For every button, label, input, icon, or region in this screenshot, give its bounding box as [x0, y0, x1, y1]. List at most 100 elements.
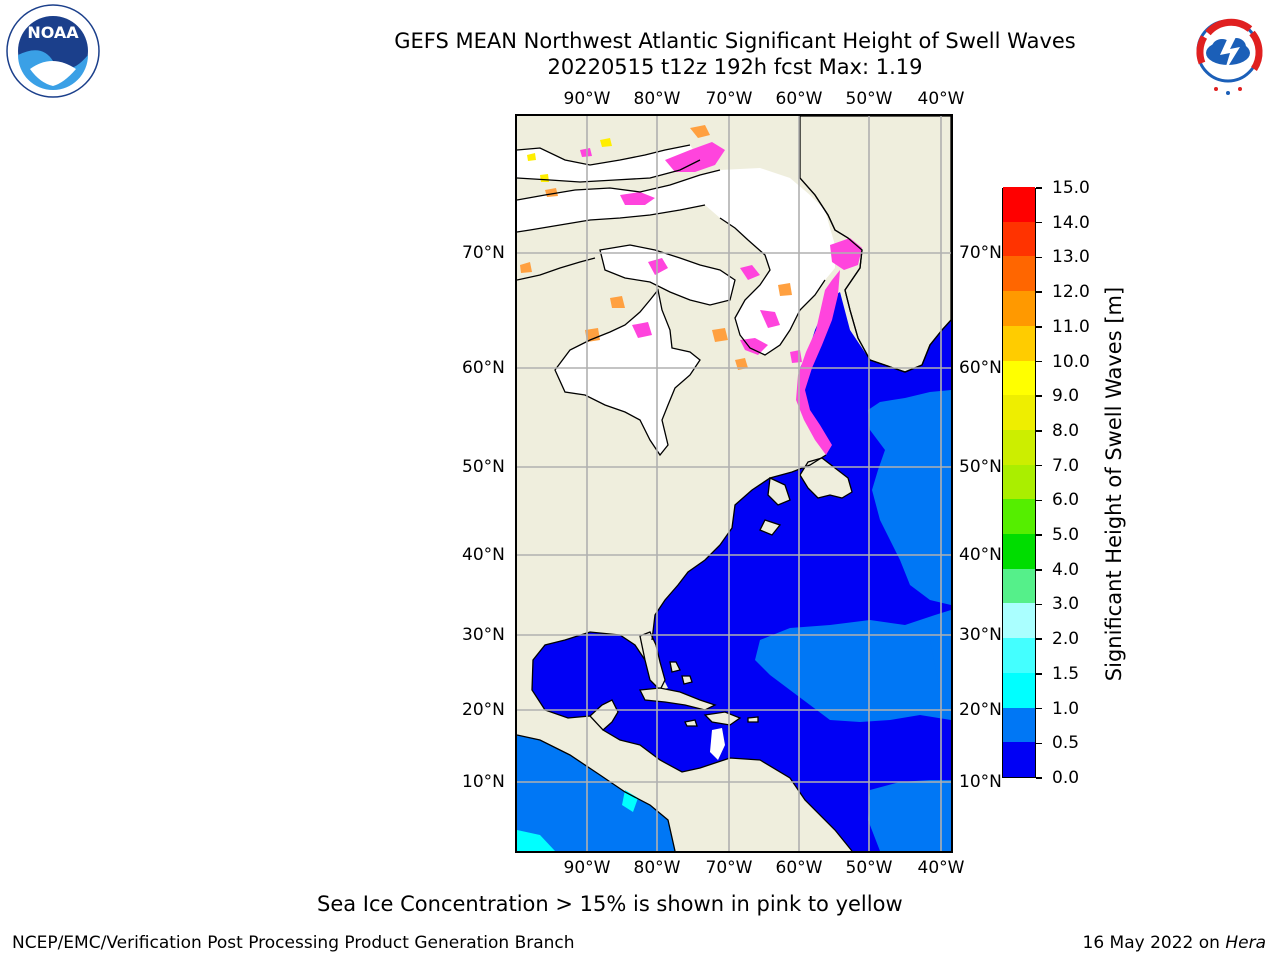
colorbar-segment [1003, 325, 1035, 361]
national-weather-service-logo [1182, 5, 1274, 97]
lon-label-top: 80°W [633, 89, 681, 109]
map-panel [515, 114, 953, 853]
colorbar-tick-label: 8.0 [1052, 420, 1080, 441]
colorbar-tick-mark [1036, 638, 1042, 640]
colorbar-tick-mark [1036, 395, 1042, 397]
credit-line: NCEP/EMC/Verification Post Processing Pr… [12, 933, 575, 953]
lat-label-right: 10°N [959, 772, 1002, 792]
colorbar-tick-mark [1036, 707, 1042, 710]
lon-label-top: 50°W [845, 89, 893, 109]
colorbar-tick-mark [1036, 534, 1042, 536]
colorbar-tick-label: 13.0 [1052, 247, 1090, 268]
colorbar-tick-label: 3.0 [1052, 594, 1080, 615]
colorbar-segment [1003, 742, 1035, 777]
colorbar-segment [1003, 534, 1035, 569]
lat-label-left: 30°N [462, 625, 505, 645]
colorbar-segment [1003, 707, 1035, 743]
chart-subtitle: 20220515 t12z 192h fcst Max: 1.19 [547, 55, 923, 79]
colorbar [1002, 187, 1036, 778]
colorbar-segment [1003, 499, 1035, 535]
pacific-ocean [517, 735, 675, 851]
colorbar-tick-label: 6.0 [1052, 490, 1080, 511]
lon-label-bottom: 40°W [917, 858, 965, 878]
lon-label-bottom: 80°W [633, 858, 681, 878]
lat-label-right: 60°N [959, 358, 1002, 378]
colorbar-tick-label: 0.5 [1052, 733, 1080, 754]
colorbar-tick-mark [1036, 221, 1042, 224]
colorbar-tick-mark [1036, 569, 1042, 571]
colorbar-segment [1003, 256, 1035, 292]
swell-patch-south [868, 780, 951, 851]
graticule [517, 116, 951, 851]
lat-label-left: 50°N [462, 457, 505, 477]
noaa-logo: NOAA [6, 4, 100, 98]
lon-label-bottom: 70°W [705, 858, 753, 878]
swell-patch-central [755, 610, 951, 722]
hudson-bay [555, 290, 700, 455]
lon-label-top: 70°W [705, 89, 753, 109]
lon-label-top: 60°W [775, 89, 823, 109]
lat-label-left: 70°N [462, 243, 505, 263]
chart-title: GEFS MEAN Northwest Atlantic Significant… [394, 29, 1076, 53]
colorbar-tick-label: 11.0 [1052, 316, 1090, 337]
colorbar-tick-mark [1036, 464, 1042, 467]
colorbar-tick-mark [1036, 256, 1042, 259]
colorbar-tick-label: 2.0 [1052, 629, 1080, 650]
colorbar-label: Significant Height of Swell Waves [m] [1102, 286, 1126, 682]
colorbar-segment [1003, 221, 1035, 257]
noaa-logo-text: NOAA [27, 23, 79, 42]
lon-label-bottom: 60°W [775, 858, 823, 878]
lat-label-left: 10°N [462, 772, 505, 792]
swell-patch-east [868, 390, 951, 605]
colorbar-tick-mark [1036, 291, 1042, 293]
map-canvas [517, 116, 951, 851]
colorbar-tick-label: 10.0 [1052, 351, 1090, 372]
colorbar-tick-mark [1036, 360, 1042, 363]
colorbar-segment [1003, 638, 1035, 673]
lon-label-bottom: 50°W [845, 858, 893, 878]
sea-ice-labrador [796, 270, 840, 455]
colorbar-tick-mark [1036, 187, 1042, 189]
run-date: 16 May 2022 on Hera [1083, 933, 1267, 953]
colorbar-tick-label: 9.0 [1052, 386, 1080, 407]
lat-label-right: 30°N [959, 625, 1002, 645]
sea-ice-note: Sea Ice Concentration > 15% is shown in … [317, 892, 903, 916]
colorbar-segment [1003, 603, 1035, 639]
colorbar-tick-mark [1036, 777, 1042, 779]
lat-label-right: 20°N [959, 700, 1002, 720]
colorbar-tick-label: 1.5 [1052, 663, 1080, 684]
colorbar-segment [1003, 187, 1035, 222]
lat-label-left: 20°N [462, 700, 505, 720]
coastlines [517, 144, 951, 851]
colorbar-segment [1003, 429, 1035, 465]
colorbar-tick-mark [1036, 326, 1042, 328]
colorbar-tick-label: 5.0 [1052, 525, 1080, 546]
colorbar-segment [1003, 568, 1035, 604]
colorbar-tick-mark [1036, 603, 1042, 606]
colorbar-segment [1003, 395, 1035, 430]
lon-label-top: 90°W [563, 89, 611, 109]
lon-label-top: 40°W [917, 89, 965, 109]
cuba [638, 687, 717, 711]
lon-label-bottom: 90°W [563, 858, 611, 878]
colorbar-tick-label: 7.0 [1052, 455, 1080, 476]
run-date-text: 16 May 2022 on [1082, 933, 1226, 953]
lat-label-right: 70°N [959, 243, 1002, 263]
colorbar-segment [1003, 360, 1035, 396]
colorbar-tick-label: 1.0 [1052, 698, 1080, 719]
colorbar-tick-mark [1036, 742, 1042, 745]
colorbar-tick-label: 12.0 [1052, 282, 1090, 303]
lat-label-right: 50°N [959, 457, 1002, 477]
lat-label-left: 60°N [462, 358, 505, 378]
hispaniola [703, 711, 742, 726]
colorbar-tick-mark [1036, 499, 1042, 502]
colorbar-segment [1003, 291, 1035, 326]
colorbar-tick-mark [1036, 430, 1042, 432]
lat-label-right: 40°N [959, 545, 1002, 565]
lat-label-left: 40°N [462, 545, 505, 565]
colorbar-tick-label: 4.0 [1052, 559, 1080, 580]
colorbar-tick-label: 14.0 [1052, 212, 1090, 233]
colorbar-tick-label: 0.0 [1052, 768, 1080, 788]
colorbar-tick-label: 15.0 [1052, 178, 1090, 198]
colorbar-segment [1003, 464, 1035, 500]
